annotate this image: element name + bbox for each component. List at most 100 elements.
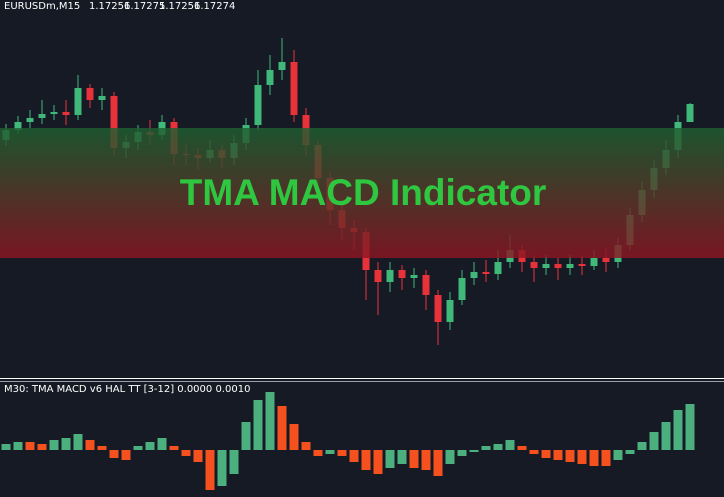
candle-body [446, 300, 454, 322]
price-panel [0, 38, 724, 345]
candle-body [38, 114, 46, 118]
histogram-bar [217, 450, 227, 486]
histogram-bar [565, 450, 575, 462]
histogram-bar [385, 450, 395, 468]
histogram-bar [481, 446, 491, 450]
last-high: 1.17275 [124, 1, 165, 12]
histogram-bar [85, 440, 95, 450]
indicator-panel [1, 392, 695, 490]
histogram-bar [13, 442, 23, 450]
candle-body [482, 272, 490, 274]
histogram-bar [577, 450, 587, 464]
candle-body [74, 88, 82, 115]
tma-band [0, 128, 724, 258]
candle-body [410, 275, 418, 278]
histogram-bar [649, 432, 659, 450]
candle-body [290, 62, 298, 115]
histogram-bar [445, 450, 455, 464]
last-close: 1.17274 [194, 1, 235, 12]
histogram-bar [613, 450, 623, 460]
histogram-bar [457, 450, 467, 456]
histogram-bar [277, 406, 287, 450]
candle-body [590, 258, 598, 266]
chart-title: TMA MACD Indicator [180, 172, 547, 213]
candle-body [26, 118, 34, 122]
histogram-bar [493, 444, 503, 450]
candle-body [578, 264, 586, 266]
candle-body [14, 122, 22, 130]
histogram-bar [673, 410, 683, 450]
candle-body [458, 278, 466, 300]
candle-body [98, 96, 106, 100]
histogram-bar [181, 450, 191, 456]
candle-body [602, 258, 610, 262]
histogram-bar [61, 438, 71, 450]
candle-body [470, 272, 478, 278]
histogram-bar [433, 450, 443, 476]
histogram-bar [289, 424, 299, 450]
candle-body [686, 104, 694, 122]
histogram-bar [205, 450, 215, 490]
histogram-bar [601, 450, 611, 466]
candle-body [422, 275, 430, 295]
histogram-bar [409, 450, 419, 468]
symbol: EURUSDm,M15 [4, 1, 80, 12]
histogram-bar [133, 446, 143, 450]
histogram-bar [517, 446, 527, 450]
histogram-bar [109, 450, 119, 458]
histogram-bar [301, 442, 311, 450]
indicator-title: M30: TMA MACD v6 HAL TT [3-12] 0.0000 0.… [4, 384, 250, 395]
histogram-bar [157, 438, 167, 450]
histogram-bar [349, 450, 359, 462]
histogram-bar [241, 422, 251, 450]
histogram-bar [685, 404, 695, 450]
candle-body [434, 295, 442, 322]
candle-body [278, 62, 286, 70]
histogram-bar [337, 450, 347, 456]
candle-body [110, 96, 118, 148]
histogram-bar [541, 450, 551, 458]
candle-body [50, 112, 58, 114]
candle-body [254, 85, 262, 125]
candle-body [494, 262, 502, 274]
candle-body [530, 262, 538, 268]
candle-body [554, 264, 562, 268]
last-low: 1.17256 [159, 1, 200, 12]
histogram-bar [25, 442, 35, 450]
histogram-bar [145, 442, 155, 450]
histogram-bar [97, 446, 107, 450]
candle-body [86, 88, 94, 100]
histogram-bar [49, 440, 59, 450]
histogram-bar [373, 450, 383, 474]
last-open: 1.17256 [89, 1, 130, 12]
histogram-bar [361, 450, 371, 470]
histogram-bar [253, 400, 263, 450]
candle-body [398, 270, 406, 278]
candle-body [266, 70, 274, 85]
candle-body [62, 112, 70, 115]
histogram-bar [1, 444, 11, 450]
histogram-bar [265, 392, 275, 450]
histogram-bar [625, 450, 635, 454]
histogram-bar [469, 450, 479, 452]
histogram-bar [193, 450, 203, 462]
candle-body [374, 270, 382, 282]
histogram-bar [637, 442, 647, 450]
histogram-bar [121, 450, 131, 460]
histogram-bar [169, 446, 179, 450]
histogram-bar [421, 450, 431, 470]
histogram-bar [397, 450, 407, 464]
candle-body [542, 264, 550, 268]
candle-body [386, 270, 394, 282]
histogram-bar [37, 444, 47, 450]
histogram-bar [325, 450, 335, 454]
histogram-bar [529, 450, 539, 454]
candle-body [566, 264, 574, 268]
histogram-bar [73, 434, 83, 450]
histogram-bar [553, 450, 563, 460]
histogram-bar [505, 440, 515, 450]
histogram-bar [589, 450, 599, 466]
histogram-bar [229, 450, 239, 474]
histogram-bar [661, 422, 671, 450]
